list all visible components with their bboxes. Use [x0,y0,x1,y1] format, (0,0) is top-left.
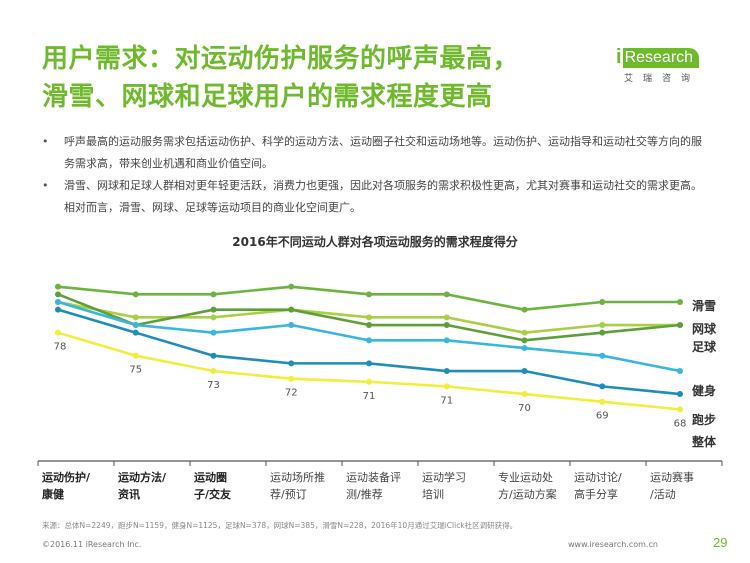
data-point [55,329,61,336]
data-point [521,391,528,398]
iresearch-logo: i Research 艾瑞咨询 [616,44,712,88]
series-label: 整体 [691,434,717,449]
data-label: 69 [596,411,609,422]
category-label: 运动伤护/康健 [42,471,91,501]
page-title-line-1: 用户需求：对运动伤护服务的呼声最高， [42,44,520,74]
category-label: 运动圈 子/交友 [194,471,232,501]
series-line-滑雪 [57,285,680,311]
category-label: 运动装备评 测/推荐 [346,471,401,501]
data-point [599,352,606,359]
data-point [443,322,450,329]
data-point [132,322,139,329]
data-point [677,322,683,329]
data-point [521,306,528,313]
data-label: 72 [285,388,298,399]
data-point [55,299,61,306]
series-label: 网球 [692,321,717,336]
data-point [288,375,295,382]
data-point [599,322,606,329]
series-label: 跑步 [692,412,716,427]
copyright: ©2016.11 iResearch Inc. [42,540,142,549]
data-label: 75 [129,365,142,376]
data-point [677,406,683,413]
bullet-item: 呼声最高的运动服务需求包括运动伤护、科学的运动方法、运动圈子社交和运动场地等。运… [42,131,712,175]
data-point [677,299,683,306]
category-label: 运动方法/资讯 [118,471,167,501]
data-point [599,383,606,390]
data-point [210,314,217,321]
data-label: 73 [207,380,220,391]
data-point [132,314,139,321]
data-label: 78 [54,342,67,353]
data-point [55,291,61,298]
data-point [55,306,61,313]
category-label: 专业运动处 方/运动方案 [498,471,557,501]
data-point [210,368,217,375]
data-point [521,368,528,375]
category-label: 运动学习 培训 [422,471,466,501]
data-label: 71 [440,395,453,406]
category-label: 运动场所推 荐/预订 [270,471,325,501]
data-point [443,383,450,390]
data-point [599,329,606,336]
data-point [443,337,450,344]
data-point [288,306,295,313]
data-point [521,337,528,344]
data-point [210,291,217,298]
data-label: 70 [518,403,531,414]
category-label: 运动讨论/高手分享 [574,471,622,501]
data-point [521,345,528,352]
data-label: 68 [674,418,687,429]
logo-i-mark: i [616,46,622,68]
data-point [599,398,606,405]
data-point [132,329,139,336]
data-point [677,368,683,375]
website-url: www.iresearch.com.cn [568,540,658,549]
bullet-list: 呼声最高的运动服务需求包括运动伤护、科学的运动方法、运动圈子社交和运动场地等。运… [42,131,712,219]
series-label: 足球 [692,339,717,354]
data-point [55,283,61,290]
source-note: 来源：总体N=2249，跑步N=1159，健身N=1125，足球N=378，网球… [42,521,518,530]
data-point [443,314,450,321]
data-point [210,306,217,313]
data-point [288,322,295,329]
data-point [443,291,450,298]
chart-title: 2016年不同运动人群对各项运动服务的需求程度得分 [232,235,518,249]
page-title-line-2: 滑雪、网球和足球用户的需求程度更高 [42,82,493,112]
data-point [288,360,295,367]
data-point [210,329,217,336]
data-point [366,337,372,344]
data-point [210,352,217,359]
data-point [132,352,139,359]
data-point [677,391,683,398]
data-point [366,322,372,329]
logo-wordmark: Research [622,48,700,68]
series-label: 滑雪 [692,298,716,313]
data-point [132,291,139,298]
data-point [366,291,372,298]
category-axis-labels: 运动伤护/康健 运动方法/资讯 运动圈 子/交友 运动场所推 荐/预订 运动装备评 测/推荐运… [40,469,720,509]
data-point [521,329,528,336]
logo-subtitle: 艾瑞咨询 [624,74,701,84]
page-number: 29 [713,535,728,550]
data-point [366,360,372,367]
data-point [288,283,295,290]
data-point [366,314,372,321]
data-point [599,299,606,306]
page-title: 用户需求：对运动伤护服务的呼声最高， 滑雪、网球和足球用户的需求程度更高 [42,40,602,116]
series-label: 健身 [692,383,716,398]
data-point [366,378,372,385]
bullet-item: 滑雪、网球和足球人群相对更年轻更活跃，消费力也更强，因此对各项服务的需求积极性更… [42,175,712,219]
data-label: 71 [363,391,376,402]
category-label: 运动赛事/活动 [650,471,694,501]
data-point [443,368,450,375]
